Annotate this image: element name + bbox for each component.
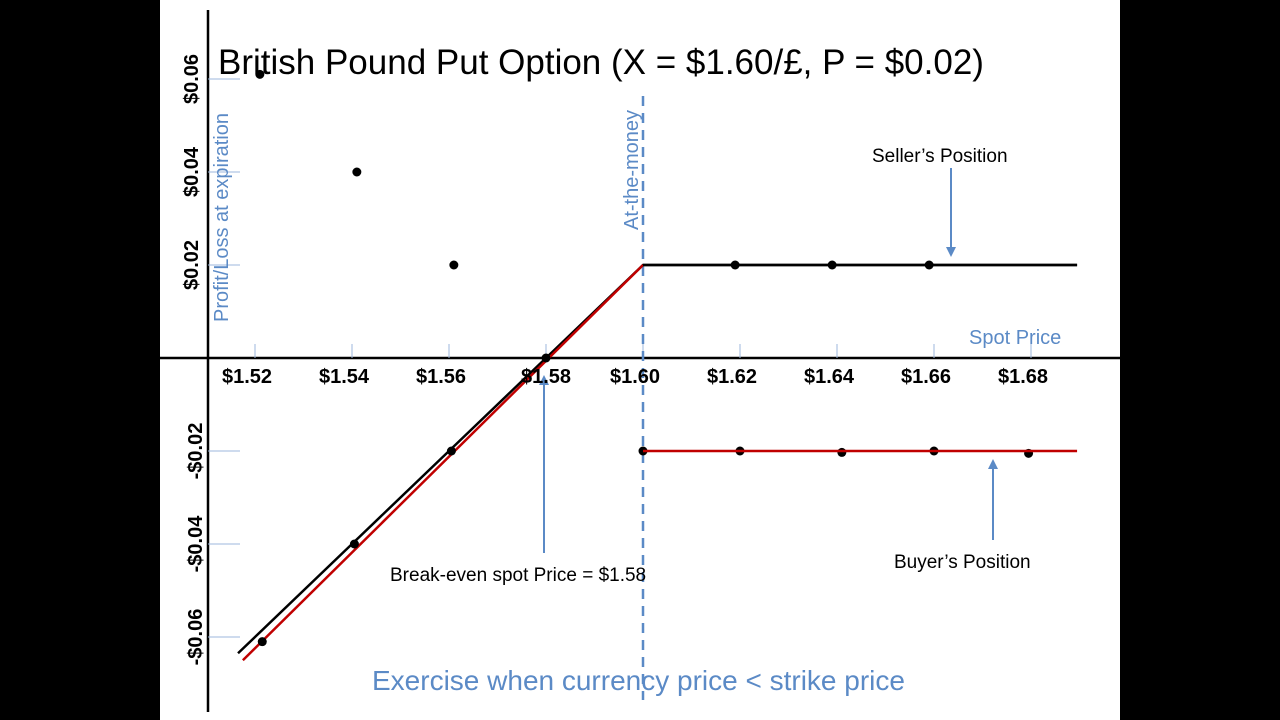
x-tick-label: $1.64 — [804, 366, 855, 388]
x-tick-label: $1.52 — [222, 366, 272, 388]
at-the-money-label: At-the-money — [621, 110, 643, 230]
chart-title: British Pound Put Option (X = $1.60/£, P… — [218, 43, 984, 82]
seller-point — [352, 167, 362, 177]
y-tick-label: -$0.02 — [185, 423, 207, 480]
y-tick-label: $0.04 — [181, 146, 203, 197]
seller-points — [255, 69, 934, 456]
x-axis-label: Spot Price — [969, 327, 1061, 349]
x-tick-label: $1.68 — [998, 366, 1048, 388]
y-tick-label: -$0.04 — [185, 515, 207, 573]
y-axis-label: Profit/Loss at expiration — [211, 113, 233, 322]
y-tick-label: -$0.06 — [185, 609, 207, 666]
buyer-points — [257, 446, 1034, 647]
x-tick-marks — [254, 344, 1032, 358]
buyer-point — [349, 539, 359, 549]
breakeven-label: Break-even spot Price = $1.58 — [390, 565, 646, 586]
seller-point — [449, 260, 459, 270]
y-tick-labels: $0.06 $0.04 $0.02 -$0.02 -$0.04 -$0.06 — [181, 54, 207, 665]
x-tick-label: $1.58 — [521, 366, 571, 388]
x-tick-label: $1.66 — [901, 366, 951, 388]
seller-position-line — [237, 263, 1078, 655]
seller-label: Seller’s Position — [872, 146, 1008, 167]
put-option-chart: British Pound Put Option (X = $1.60/£, P… — [160, 10, 1120, 712]
buyer-point — [257, 637, 267, 647]
buyer-position-line — [241, 264, 644, 662]
y-tick-label: $0.06 — [181, 54, 203, 104]
x-tick-labels: $1.52 $1.54 $1.56 $1.58 $1.60 $1.62 $1.64 $1.66… — [222, 366, 1048, 388]
buyer-label: Buyer’s Position — [894, 552, 1031, 573]
seller-point — [255, 69, 265, 79]
x-tick-label: $1.60 — [610, 366, 660, 388]
buyer-point — [446, 446, 456, 456]
y-tick-marks — [208, 78, 240, 638]
x-tick-label: $1.54 — [319, 366, 370, 388]
x-tick-label: $1.62 — [707, 366, 757, 388]
slide: British Pound Put Option (X = $1.60/£, P… — [160, 0, 1120, 720]
y-tick-label: $0.02 — [181, 240, 203, 290]
exercise-note: Exercise when currency price < strike pr… — [372, 665, 905, 696]
seller-point — [541, 353, 551, 363]
buyer-point — [837, 447, 847, 457]
x-tick-label: $1.56 — [416, 366, 466, 388]
